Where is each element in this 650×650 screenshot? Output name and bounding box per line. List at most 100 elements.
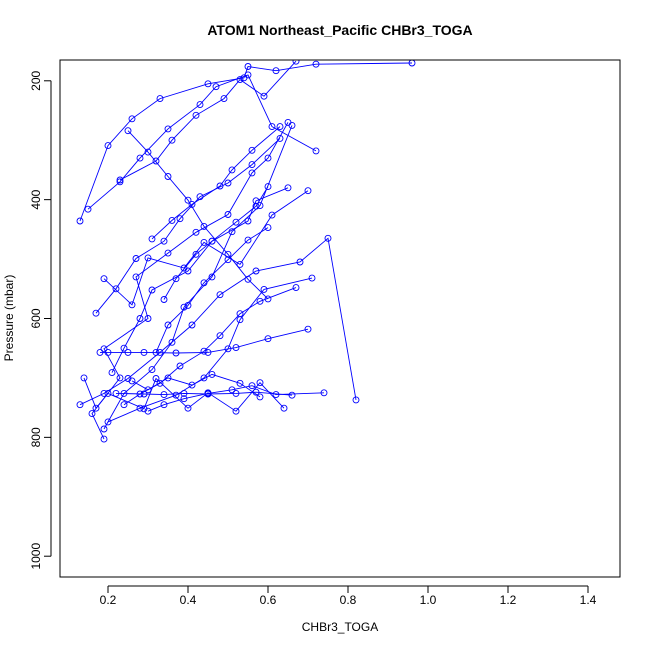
data-point <box>136 154 144 162</box>
data-point <box>204 80 212 88</box>
data-point <box>144 386 152 394</box>
data-point <box>144 407 152 415</box>
data-point <box>244 275 252 283</box>
data-point <box>232 389 240 397</box>
data-point <box>200 238 208 246</box>
data-point <box>224 179 232 187</box>
data-point <box>228 166 236 174</box>
data-point <box>136 315 144 322</box>
data-point <box>216 291 224 299</box>
profile-series <box>116 60 300 184</box>
data-point <box>152 157 160 165</box>
data-point <box>220 95 228 103</box>
data-point <box>168 216 176 224</box>
profile-series <box>160 183 272 303</box>
series-line <box>103 190 309 306</box>
data-point <box>168 136 176 144</box>
chart-title: ATOM1 Northeast_Pacific CHBr3_TOGA <box>207 22 472 38</box>
series-line <box>83 377 285 412</box>
data-point <box>184 404 192 412</box>
data-point <box>176 362 184 370</box>
data-point <box>184 301 192 309</box>
data-point <box>216 182 224 190</box>
data-point <box>84 205 92 213</box>
data-point <box>164 125 172 133</box>
data-point <box>128 115 136 123</box>
data-point <box>260 92 268 100</box>
data-point <box>124 127 132 135</box>
data-point <box>276 123 284 131</box>
y-tick-label: 200 <box>29 70 43 90</box>
data-point <box>244 236 252 244</box>
data-point <box>196 101 204 109</box>
data-point <box>408 60 416 67</box>
x-tick-label: 0.4 <box>180 593 197 607</box>
x-tick-label: 0.2 <box>100 593 117 607</box>
profile-series <box>96 325 312 357</box>
profile-series <box>100 121 296 433</box>
x-tick-label: 0.8 <box>340 593 357 607</box>
y-axis: 200 400 600 800 1000 <box>29 70 52 570</box>
data-point <box>148 366 156 374</box>
y-tick-label: 800 <box>29 427 43 447</box>
data-point <box>76 217 84 225</box>
data-point <box>264 224 272 232</box>
data-point <box>320 389 328 397</box>
profile-series <box>92 134 284 317</box>
data-point <box>236 260 244 268</box>
data-point <box>224 250 232 258</box>
data-point <box>280 404 288 412</box>
data-point <box>236 76 244 84</box>
x-tick-label: 1.2 <box>500 593 517 607</box>
series-line <box>155 227 269 353</box>
data-point <box>268 123 276 131</box>
data-point <box>232 218 240 226</box>
x-axis-label: CHBr3_TOGA <box>302 620 378 634</box>
data-point <box>116 178 124 186</box>
data-point <box>260 285 268 293</box>
data-point <box>160 237 168 245</box>
data-point <box>104 418 112 426</box>
data-point <box>228 386 236 394</box>
data-point <box>76 401 84 409</box>
series-line <box>95 138 281 314</box>
data-point <box>192 228 200 236</box>
data-point <box>148 286 156 294</box>
y-tick-label: 600 <box>29 308 43 328</box>
y-axis-label: Pressure (mbar) <box>2 275 16 362</box>
data-point <box>208 370 216 378</box>
profile-series <box>144 382 328 415</box>
profile-series <box>152 224 272 356</box>
x-tick-label: 1.4 <box>580 593 597 607</box>
data-point <box>276 134 284 142</box>
series-line <box>119 60 297 181</box>
data-point <box>292 284 300 292</box>
data-point <box>180 395 188 403</box>
data-point <box>164 374 172 382</box>
plot-frame <box>59 59 621 578</box>
data-point <box>264 295 272 303</box>
data-point <box>256 297 264 305</box>
data-point <box>208 273 216 281</box>
data-point <box>120 401 128 409</box>
data-point <box>304 325 312 333</box>
data-point <box>288 121 296 129</box>
data-point <box>184 196 192 204</box>
data-point <box>140 390 148 398</box>
series-line <box>127 130 269 300</box>
profile-series <box>100 187 312 309</box>
data-point <box>252 267 260 275</box>
data-point <box>156 95 164 103</box>
data-point <box>244 217 252 225</box>
data-point <box>176 215 184 223</box>
y-tick-label: 400 <box>29 189 43 209</box>
data-point <box>104 348 112 356</box>
data-point <box>128 377 136 385</box>
data-point <box>248 382 256 390</box>
data-point <box>140 348 148 356</box>
data-point <box>80 374 88 382</box>
data-point <box>188 381 196 389</box>
series-line <box>111 187 289 373</box>
y-tick-label: 1000 <box>29 543 43 570</box>
series-line <box>100 328 309 354</box>
